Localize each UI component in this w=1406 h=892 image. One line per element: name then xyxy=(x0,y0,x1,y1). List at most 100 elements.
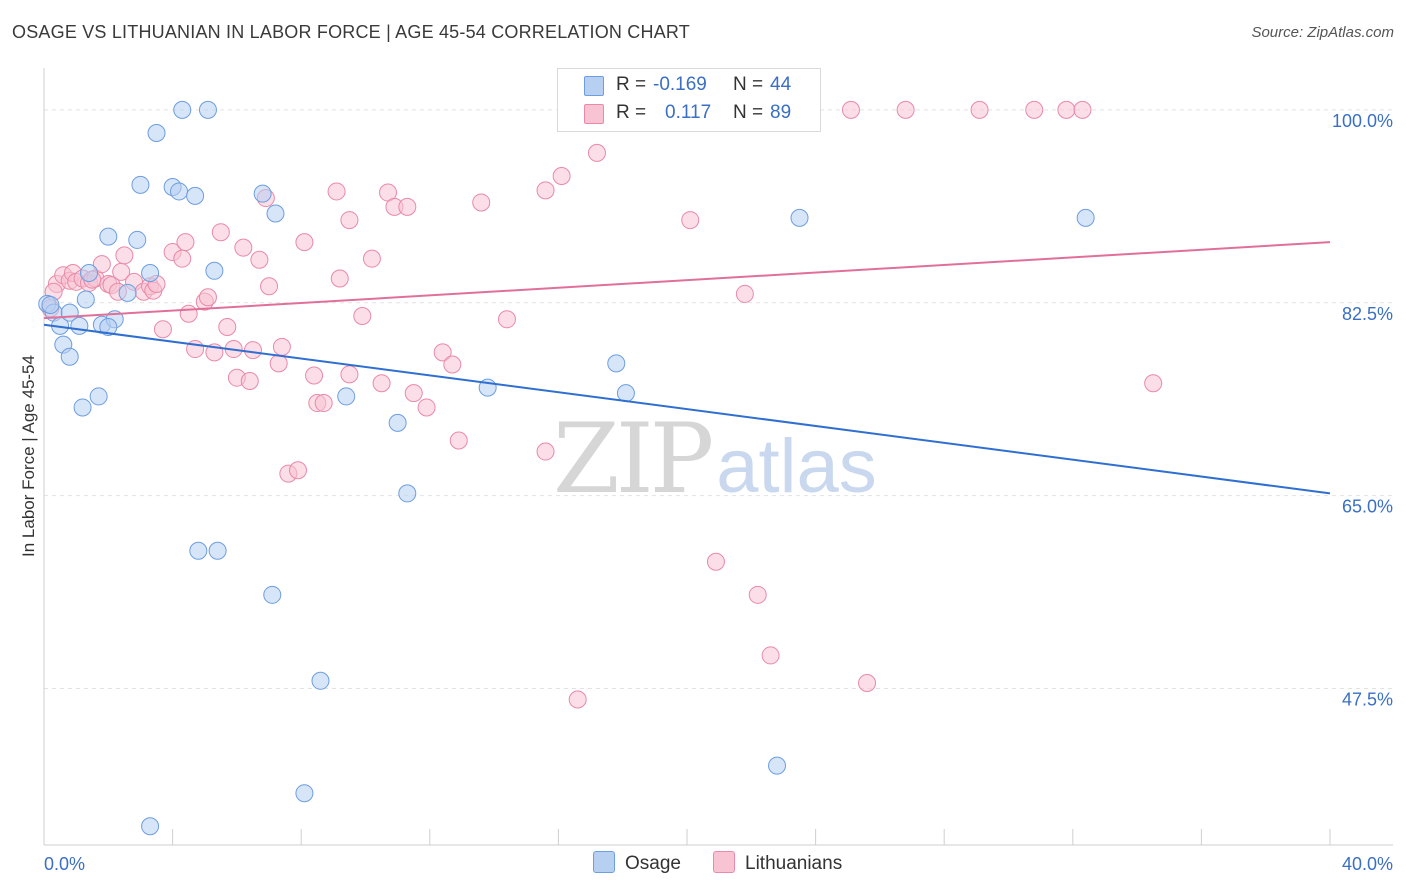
lithuanians-swatch xyxy=(713,851,735,873)
lithuanians-point xyxy=(179,304,198,323)
osage-swatch xyxy=(593,851,615,873)
lithuanians-point xyxy=(443,355,462,374)
osage-point xyxy=(398,484,417,503)
lithuanians-point xyxy=(295,233,314,252)
r-value: -0.169 xyxy=(653,74,707,95)
lithuanians-point xyxy=(353,306,372,325)
lithuanians-point xyxy=(211,223,230,242)
lithuanians-point xyxy=(176,233,195,252)
correlation-legend: R = -0.169 N = 44 R = 0.117 N = 89 xyxy=(557,68,821,132)
osage-point xyxy=(131,175,150,194)
osage-point xyxy=(198,100,217,119)
lithuanians-point xyxy=(970,100,989,119)
osage-swatch xyxy=(584,76,604,96)
osage-point xyxy=(189,541,208,560)
watermark: ZIPatlas xyxy=(553,403,877,515)
lithuanians-point xyxy=(243,341,262,360)
legend-item-lithuanians: Lithuanians xyxy=(713,851,842,875)
lithuanians-point xyxy=(340,211,359,230)
lithuanians-point xyxy=(92,255,111,274)
n-value: 44 xyxy=(770,74,792,95)
osage-point xyxy=(768,756,787,775)
osage-point xyxy=(99,227,118,246)
legend-label: Osage xyxy=(625,853,681,874)
osage-point xyxy=(170,182,189,201)
lithuanians-point xyxy=(372,374,391,393)
legend-item-osage: Osage xyxy=(593,851,681,875)
osage-point xyxy=(80,263,99,282)
lithuanians-point xyxy=(1073,100,1092,119)
lithuanians-point xyxy=(330,269,349,288)
lithuanians-point xyxy=(398,197,417,216)
osage-point xyxy=(263,585,282,604)
lithuanians-point xyxy=(153,320,172,339)
lithuanians-point xyxy=(218,318,237,336)
y-tick-label: 47.5% xyxy=(1342,689,1393,709)
lithuanians-point xyxy=(896,100,915,119)
osage-point xyxy=(173,100,192,119)
osage-point xyxy=(607,354,626,373)
y-tick-label: 100.0% xyxy=(1332,111,1393,131)
lithuanians-point xyxy=(1057,100,1076,119)
lithuanians-point xyxy=(472,193,491,212)
axes xyxy=(43,68,1393,846)
osage-point xyxy=(253,184,272,203)
lithuanians-point xyxy=(536,442,555,461)
osage-point xyxy=(388,413,407,432)
r-label: R = xyxy=(616,102,647,123)
osage-point xyxy=(60,347,79,366)
lithuanians-point xyxy=(1144,374,1163,393)
lithuanians-point xyxy=(748,585,767,604)
osage-point xyxy=(311,671,330,690)
osage-point xyxy=(128,230,147,249)
lithuanians-point xyxy=(706,552,725,571)
n-value: 89 xyxy=(770,102,792,123)
lithuanians-point xyxy=(417,398,436,417)
lithuanians-point xyxy=(841,100,860,119)
lithuanians-point xyxy=(260,277,279,296)
lithuanians-trend-line xyxy=(43,241,1331,320)
osage-point xyxy=(790,208,809,227)
legend-row-lithuanians: R = 0.117 N = 89 xyxy=(558,100,820,128)
n-label: N = xyxy=(733,74,764,95)
lithuanians-point xyxy=(552,167,571,186)
osage-point xyxy=(141,263,160,282)
osage-point xyxy=(147,124,166,143)
lithuanians-point xyxy=(536,181,555,200)
lithuanians-point xyxy=(234,238,253,257)
lithuanians-point xyxy=(340,365,359,384)
lithuanians-point xyxy=(858,673,877,692)
lithuanians-point xyxy=(288,461,307,480)
y-tick-label: 65.0% xyxy=(1342,497,1393,517)
lithuanians-point xyxy=(173,249,192,268)
osage-point xyxy=(118,283,137,302)
x-tick-label: 40.0% xyxy=(1342,854,1393,874)
osage-point xyxy=(89,387,108,406)
chart-title: OSAGE VS LITHUANIAN IN LABOR FORCE | AGE… xyxy=(12,22,690,42)
lithuanians-point xyxy=(681,211,700,230)
osage-point xyxy=(1076,208,1095,227)
lithuanians-point xyxy=(305,366,324,385)
watermark-zip: ZIP xyxy=(553,403,714,515)
osage-point xyxy=(73,398,92,417)
lithuanians-point xyxy=(272,337,291,356)
osage-point xyxy=(295,784,314,803)
gridlines xyxy=(44,109,1393,689)
osage-point xyxy=(205,261,224,280)
lithuanians-point xyxy=(115,246,134,265)
lithuanians-point xyxy=(433,343,452,362)
n-label: N = xyxy=(733,102,764,123)
r-value: 0.117 xyxy=(665,102,712,123)
lithuanians-point xyxy=(735,284,754,303)
osage-trend-line xyxy=(43,323,1331,495)
y-tick-label: 82.5% xyxy=(1342,304,1393,324)
osage-points xyxy=(38,100,1095,836)
lithuanians-point xyxy=(327,182,346,201)
osage-point xyxy=(266,204,285,223)
lithuanians-point xyxy=(404,384,423,403)
osage-point xyxy=(208,541,227,560)
lithuanians-point xyxy=(1025,100,1044,119)
osage-point xyxy=(337,387,356,406)
lithuanians-point xyxy=(362,249,381,268)
